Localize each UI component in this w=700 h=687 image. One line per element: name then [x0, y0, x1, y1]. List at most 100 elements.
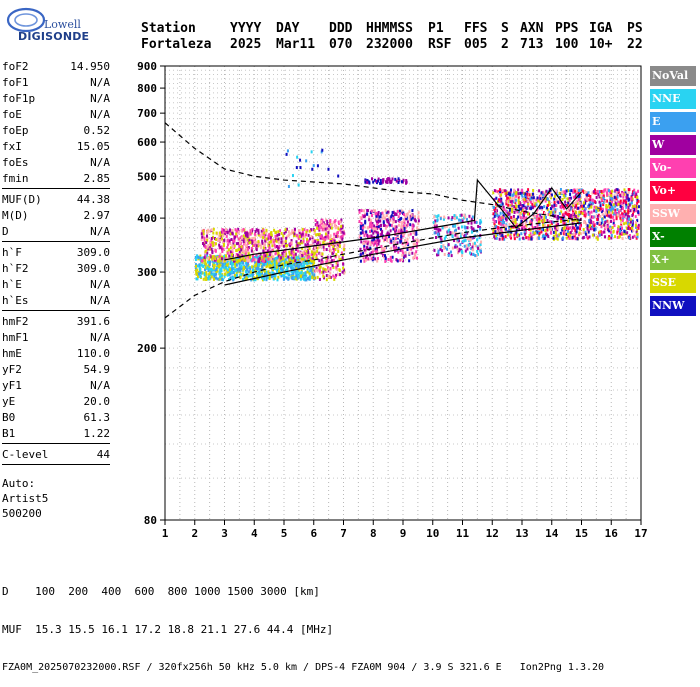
- echo-dot: [522, 211, 525, 215]
- echo-dot: [461, 251, 464, 255]
- echo-dot: [341, 237, 344, 241]
- echo-dot: [496, 233, 499, 237]
- echo-dot: [375, 211, 378, 215]
- echo-dot: [381, 216, 384, 220]
- echo-dot: [475, 254, 478, 258]
- echo-dot: [282, 274, 285, 278]
- echo-dot: [617, 228, 620, 232]
- echo-dot: [562, 227, 565, 231]
- echo-dot: [324, 268, 327, 272]
- echo-dot: [515, 231, 518, 235]
- param-row: yF1 N/A: [2, 377, 110, 393]
- echo-dot: [518, 237, 521, 241]
- echo-dot: [330, 226, 333, 230]
- echo-dot: [236, 234, 239, 238]
- echo-dot: [578, 201, 581, 205]
- echo-dot: [206, 245, 209, 249]
- echo-dot: [221, 228, 224, 232]
- echo-dot: [612, 203, 615, 207]
- echo-dot: [514, 191, 517, 195]
- echo-dot: [297, 183, 300, 187]
- echo-dot: [386, 178, 389, 182]
- echo-dot: [251, 274, 254, 278]
- echo-dot: [328, 246, 331, 250]
- echo-dot: [230, 237, 233, 241]
- param-label: MUF(D): [2, 193, 42, 206]
- echo-dot: [242, 277, 245, 281]
- echo-dot: [617, 189, 620, 193]
- echo-dot: [627, 210, 630, 214]
- echo-dot: [600, 189, 603, 193]
- echo-dot: [223, 259, 226, 263]
- echo-dot: [403, 221, 406, 225]
- echo-dot: [619, 204, 622, 208]
- echo-dot: [374, 257, 377, 261]
- echo-dot: [290, 270, 293, 274]
- echo-dot: [417, 215, 420, 219]
- echo-dot: [500, 203, 503, 207]
- echo-dot: [246, 232, 249, 236]
- echo-dot: [610, 200, 613, 204]
- echo-dot: [210, 240, 213, 244]
- echo-dot: [325, 260, 328, 264]
- echo-dot: [522, 204, 525, 208]
- echo-dot: [218, 234, 221, 238]
- echo-dot: [388, 234, 391, 238]
- header-value: 22: [627, 37, 643, 52]
- polarization-legend: NoVal NNE E W Vo- Vo+ SSW X- X+ SSE NNW: [650, 66, 696, 319]
- echo-dot: [517, 204, 520, 208]
- echo-dot: [222, 244, 225, 248]
- echo-dot: [380, 212, 383, 216]
- echo-dot: [447, 252, 450, 256]
- echo-dot: [596, 214, 599, 218]
- echo-dot: [226, 263, 229, 267]
- echo-dot: [530, 235, 533, 239]
- echo-dot: [226, 262, 229, 266]
- echo-dot: [437, 229, 440, 233]
- echo-dot: [410, 213, 413, 217]
- header-value: 10+: [589, 37, 613, 52]
- echo-dot: [457, 226, 460, 230]
- echo-dot: [239, 269, 242, 273]
- echo-dot: [523, 197, 526, 201]
- y-tick-label: 200: [137, 342, 157, 355]
- echo-dot: [238, 250, 241, 254]
- echo-dot: [411, 224, 414, 228]
- echo-dot: [245, 268, 248, 272]
- echo-dot: [517, 198, 520, 202]
- echo-dot: [238, 244, 241, 248]
- echo-dot: [555, 198, 558, 202]
- x-tick-label: 12: [486, 527, 499, 540]
- echo-dot: [574, 214, 577, 218]
- echo-dot: [401, 221, 404, 225]
- echo-dot: [381, 211, 384, 215]
- echo-dot: [203, 273, 206, 277]
- echo-dot: [538, 234, 541, 238]
- echo-dot: [440, 237, 443, 241]
- echo-dot: [270, 233, 273, 237]
- echo-dot: [627, 217, 630, 221]
- echo-dot: [614, 204, 617, 208]
- echo-dot: [368, 218, 371, 222]
- echo-dot: [473, 241, 476, 245]
- echo-dot: [578, 231, 581, 235]
- echo-dot: [559, 231, 562, 235]
- echo-dot: [200, 263, 203, 267]
- echo-dot: [240, 253, 243, 257]
- echo-dot: [569, 192, 572, 196]
- echo-dot: [637, 199, 640, 203]
- echo-dot: [473, 228, 476, 232]
- echo-dot: [385, 210, 388, 214]
- echo-dot: [574, 237, 577, 241]
- echo-dot: [415, 238, 418, 242]
- echo-dot: [376, 234, 379, 238]
- echo-dot: [361, 231, 364, 235]
- echo-dot: [221, 264, 224, 268]
- echo-dot: [553, 194, 556, 198]
- echo-dot: [265, 228, 268, 232]
- echo-dot: [636, 219, 639, 223]
- echo-dot: [397, 177, 400, 181]
- echo-dot: [235, 263, 238, 267]
- echo-dot: [216, 277, 219, 281]
- echo-dot: [405, 179, 408, 183]
